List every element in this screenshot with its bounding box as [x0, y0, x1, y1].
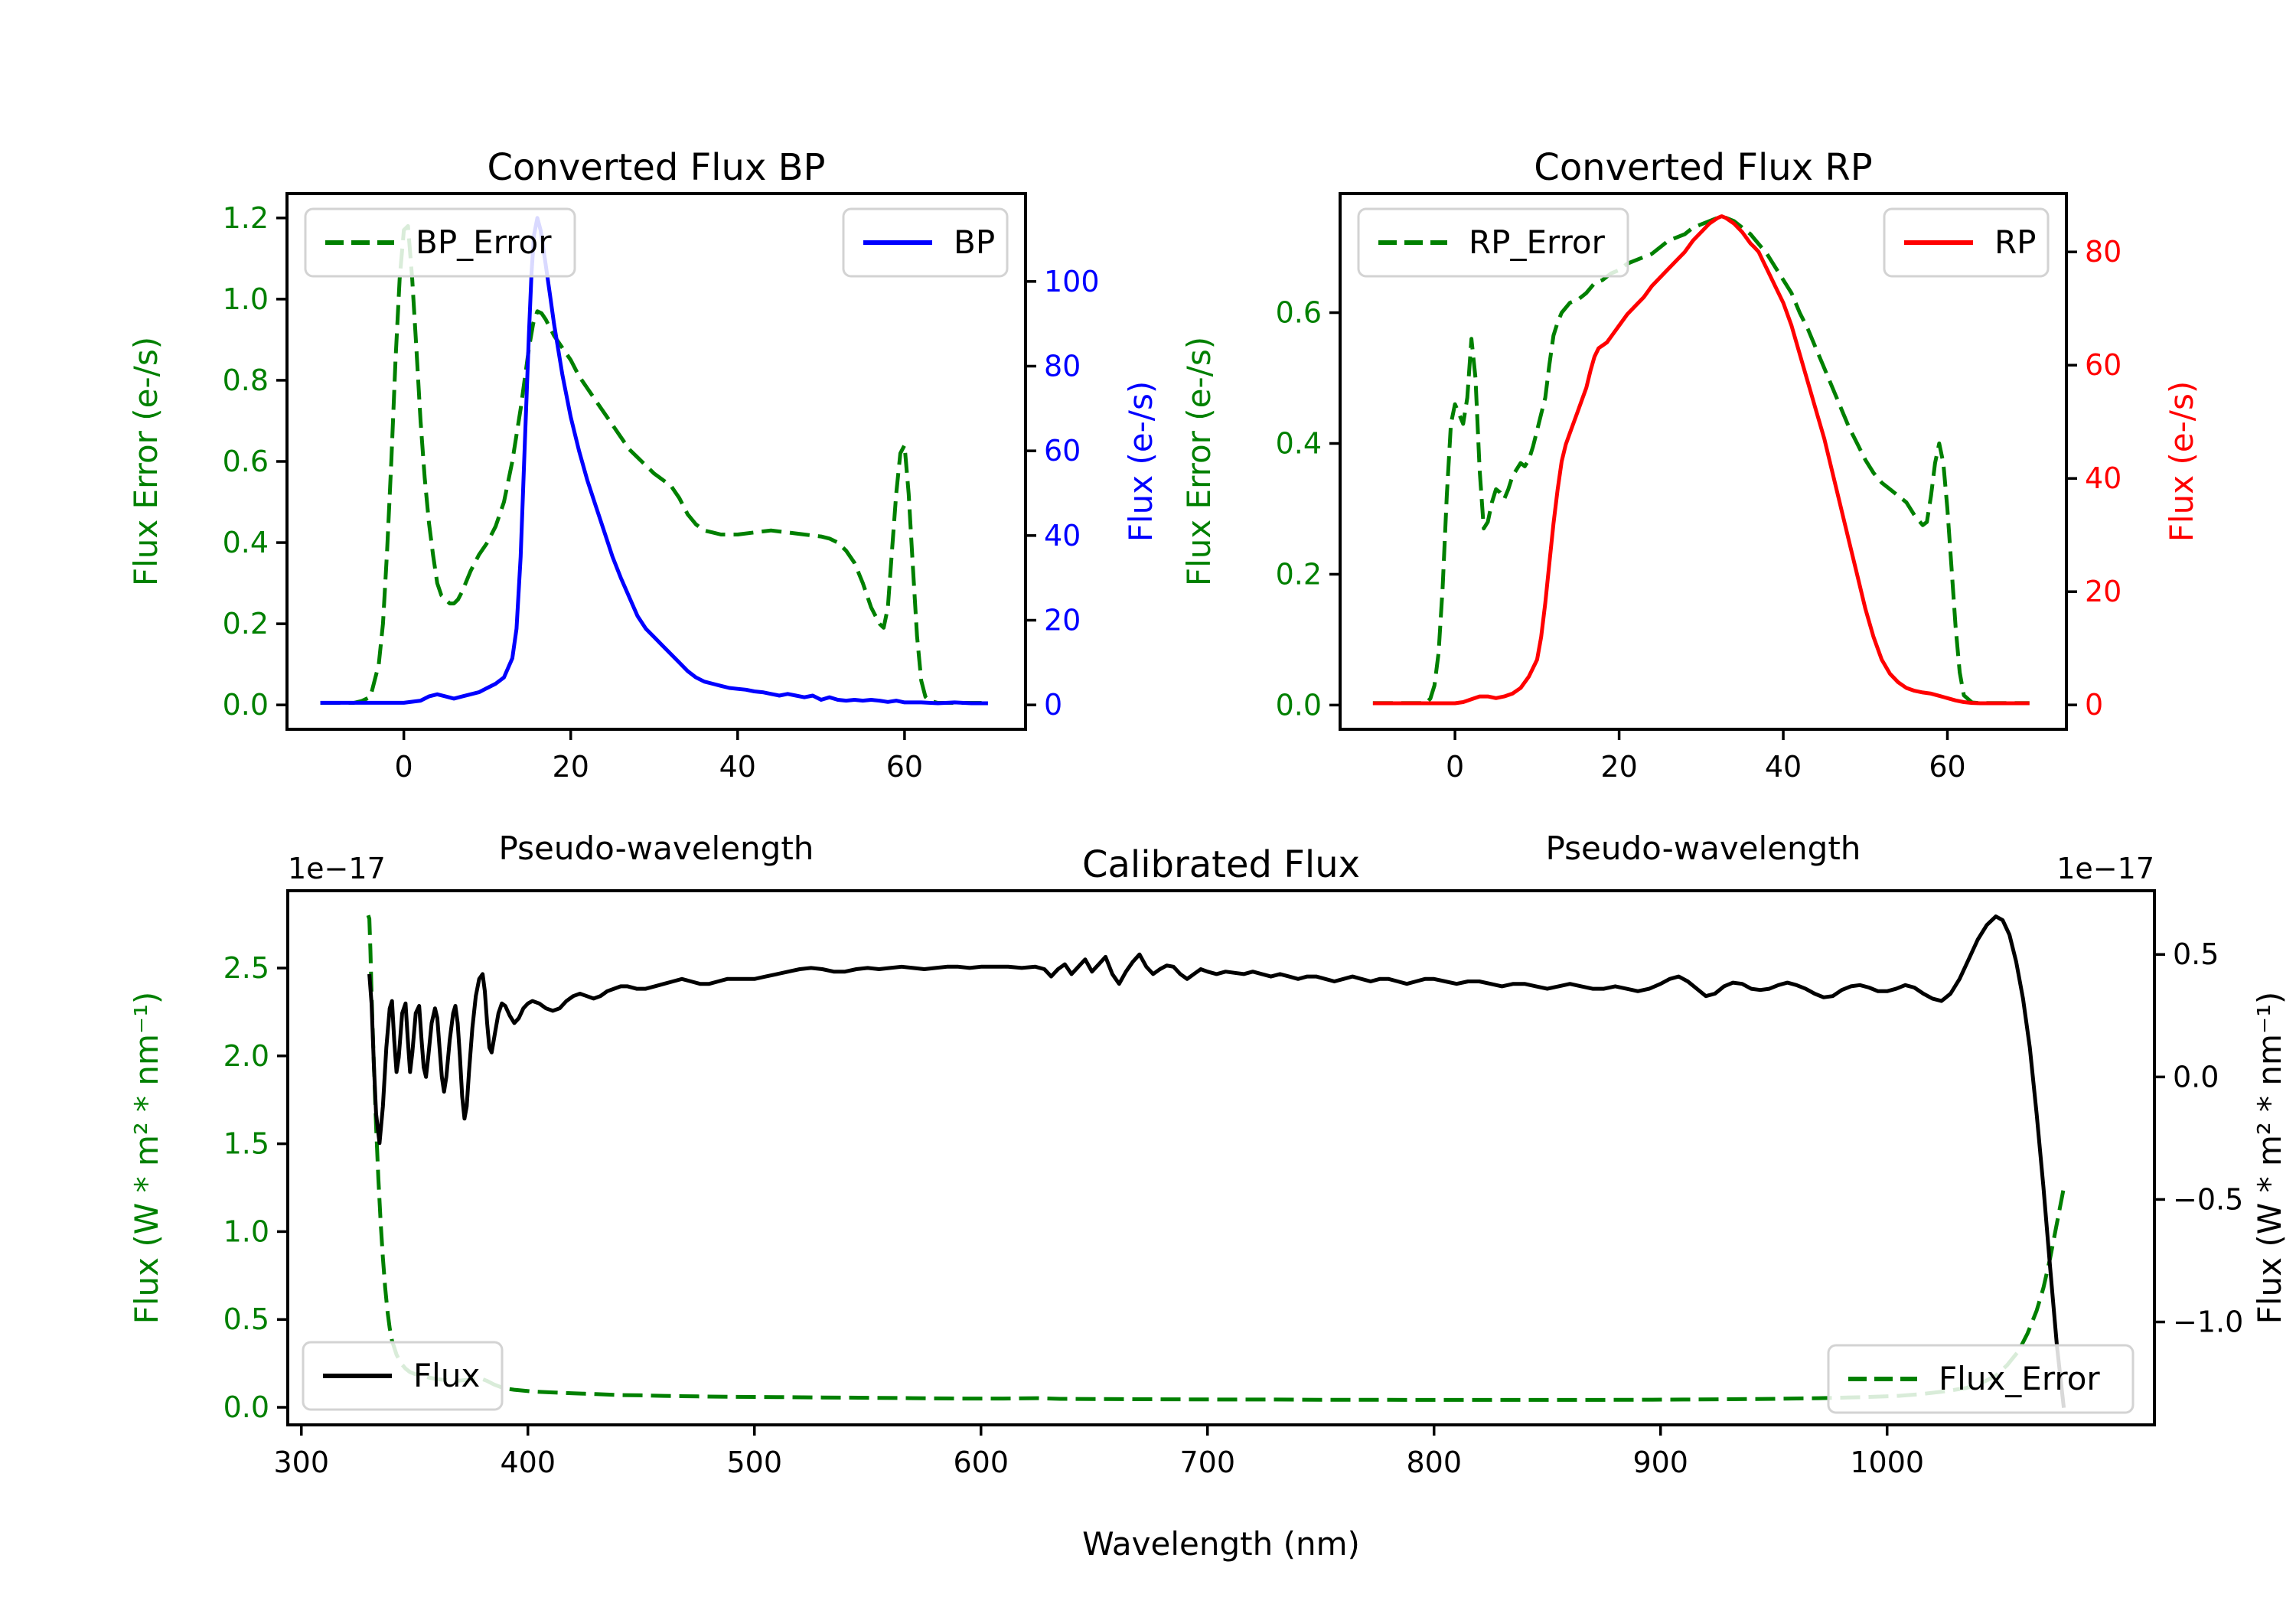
cal-x-tick-label: 400	[500, 1446, 556, 1479]
bp-left-tick-label: 0.2	[223, 607, 269, 641]
bp-x-tick-label: 20	[553, 750, 589, 784]
cal-subplot: Calibrated Flux 1e−17 1e−17 300 400 500 600 700…	[128, 843, 2288, 1563]
bp-ylabel-right: Flux (e-/s)	[1122, 381, 1159, 542]
bp-subplot: Converted Flux BP 0 20 40 60 0.0 0.2 0.4 0.6 0.8 1…	[127, 146, 1159, 867]
rp-right-tick-label: 20	[2085, 575, 2122, 608]
legend-label: Flux_Error	[1939, 1360, 2100, 1397]
cal-left-tick-label: 1.5	[223, 1127, 269, 1161]
bp-right-tick-label: 40	[1044, 519, 1081, 553]
cal-title: Calibrated Flux	[1082, 843, 1360, 886]
bp-left-tick-label: 0.4	[223, 526, 269, 559]
rp-x-tick-label: 0	[1446, 750, 1464, 784]
bp-series-bp-line	[320, 216, 988, 706]
cal-x-tick-label: 800	[1406, 1446, 1462, 1479]
cal-x-tick-label: 600	[953, 1446, 1009, 1479]
cal-left-offset-text: 1e−17	[288, 852, 386, 885]
cal-series-flux-line	[367, 914, 2066, 1408]
bp-ylabel-left: Flux Error (e-/s)	[127, 337, 165, 586]
bp-x-tick-label: 60	[886, 750, 923, 784]
bp-left-tick-label: 1.0	[223, 282, 269, 316]
bp-series-bp_error-line	[320, 223, 988, 705]
cal-right-tick-label: 0.5	[2173, 937, 2219, 971]
cal-axes-frame	[286, 889, 2156, 1426]
cal-x-tick-label: 700	[1179, 1446, 1235, 1479]
bp-right-tick-label: 20	[1044, 604, 1081, 637]
bp-legend-bp_error: BP_Error	[304, 207, 576, 278]
bp-x-tick-label: 0	[395, 750, 413, 784]
legend-box	[1827, 1344, 2135, 1414]
cal-xlabel: Wavelength (nm)	[1082, 1525, 1360, 1563]
cal-ylabel-left: Flux (W * m² * nm⁻¹)	[128, 992, 165, 1325]
bp-left-tick-label: 0.6	[223, 445, 269, 478]
rp-left-tick-label: 0.2	[1276, 557, 1322, 591]
cal-ylabel-right: Flux (W * m² * nm⁻¹)	[2251, 992, 2288, 1325]
legend-label: RP_Error	[1469, 223, 1606, 261]
cal-x-tick-label: 500	[726, 1446, 782, 1479]
cal-left-tick-label: 0.5	[223, 1302, 269, 1336]
bp-x-tick-label: 40	[719, 750, 756, 784]
rp-ylabel-left: Flux Error (e-/s)	[1180, 337, 1218, 586]
rp-x-tick-label: 40	[1765, 750, 1802, 784]
bp-left-tick-label: 0.0	[223, 688, 269, 722]
cal-left-tick-label: 2.5	[223, 951, 269, 985]
legend-box	[302, 1341, 504, 1411]
rp-left-tick-label: 0.4	[1276, 426, 1322, 460]
bp-title: Converted Flux BP	[488, 146, 826, 189]
cal-x-tick-label: 1000	[1850, 1446, 1924, 1479]
rp-right-tick-label: 40	[2085, 461, 2122, 495]
cal-x-tick-label: 900	[1632, 1446, 1688, 1479]
bp-right-tick-label: 0	[1044, 688, 1062, 722]
rp-axes-frame	[1339, 192, 2068, 731]
rp-x-tick-label: 60	[1929, 750, 1965, 784]
rp-ylabel-right: Flux (e-/s)	[2163, 381, 2200, 542]
bp-right-tick-label: 80	[1044, 349, 1081, 383]
rp-series-rp-line	[1372, 214, 2030, 706]
legend-box	[304, 207, 576, 278]
cal-left-tick-label: 2.0	[223, 1039, 269, 1073]
rp-left-tick-label: 0.6	[1276, 296, 1322, 330]
rp-x-tick-label: 20	[1600, 750, 1637, 784]
legend-label: BP_Error	[416, 223, 552, 261]
rp-right-tick-label: 60	[2085, 348, 2122, 382]
rp-series-rp_error-line	[1372, 216, 2030, 706]
cal-left-tick-label: 1.0	[223, 1214, 269, 1248]
bp-axes-frame	[285, 192, 1027, 731]
bp-left-tick-label: 0.8	[223, 363, 269, 397]
rp-legend-rp: RP	[1883, 207, 2050, 278]
cal-right-tick-label: −1.0	[2173, 1305, 2243, 1339]
rp-right-tick-label: 80	[2085, 235, 2122, 269]
rp-subplot: Converted Flux RP 0 20 40 60 0.0 0.2 0.4 0.6 0 20 4…	[1180, 146, 2200, 867]
cal-legend-flux: Flux	[302, 1341, 504, 1411]
cal-left-tick-label: 0.0	[223, 1390, 269, 1424]
rp-legend-rp_error: RP_Error	[1357, 207, 1629, 278]
bp-left-tick-label: 1.2	[223, 201, 269, 235]
rp-xlabel: Pseudo-wavelength	[1546, 830, 1861, 867]
legend-label: Flux	[413, 1357, 480, 1394]
legend-box	[1357, 207, 1629, 278]
cal-right-offset-text: 1e−17	[2056, 852, 2154, 885]
legend-label: BP	[954, 223, 995, 261]
rp-title: Converted Flux RP	[1534, 146, 1872, 189]
bp-legend-bp: BP	[842, 207, 1009, 278]
bp-right-tick-label: 60	[1044, 434, 1081, 468]
cal-right-tick-label: 0.0	[2173, 1060, 2219, 1094]
bp-right-tick-label: 100	[1044, 265, 1100, 298]
cal-x-tick-label: 300	[273, 1446, 329, 1479]
bp-xlabel: Pseudo-wavelength	[499, 830, 814, 867]
rp-right-tick-label: 0	[2085, 688, 2103, 722]
legend-label: RP	[1994, 223, 2037, 261]
rp-left-tick-label: 0.0	[1276, 688, 1322, 722]
cal-right-tick-label: −0.5	[2173, 1182, 2243, 1216]
cal-legend-flux_error: Flux_Error	[1827, 1344, 2135, 1414]
